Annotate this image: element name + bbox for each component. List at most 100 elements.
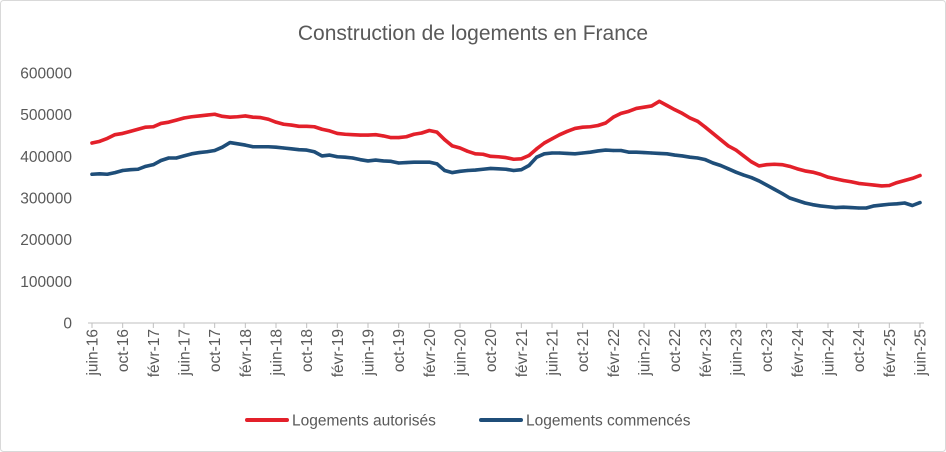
y-tick-label: 0 [63, 316, 72, 333]
x-tick-label: juin-24 [820, 329, 837, 377]
data-point [588, 150, 592, 154]
data-point [558, 151, 562, 155]
data-point [420, 160, 424, 164]
data-point [496, 167, 500, 171]
data-point [105, 136, 109, 141]
data-point [236, 142, 240, 146]
data-point [880, 203, 884, 207]
data-point [489, 166, 493, 171]
data-point [305, 124, 309, 128]
x-tick-label: juin-25 [912, 329, 929, 377]
x-tick-label: juin-18 [268, 329, 285, 377]
chart-title: Construction de logements en France [298, 22, 648, 45]
data-point [197, 114, 201, 118]
data-point [266, 145, 270, 149]
data-point [604, 121, 608, 125]
data-point [259, 115, 263, 120]
data-point [343, 155, 347, 159]
data-point [473, 152, 477, 156]
data-point [343, 132, 347, 136]
x-tick-label: févr-19 [330, 329, 347, 377]
data-point [688, 116, 692, 120]
data-point [351, 133, 355, 137]
data-point [266, 117, 270, 121]
data-point [358, 158, 362, 162]
data-point [650, 151, 654, 155]
data-point [205, 150, 209, 154]
data-point [788, 196, 792, 200]
data-point [404, 135, 408, 139]
data-point [489, 154, 493, 158]
data-point [680, 111, 684, 116]
data-point [895, 202, 899, 206]
x-tick-label: févr-24 [790, 329, 807, 378]
data-point [696, 156, 700, 160]
data-point [435, 130, 439, 134]
data-point [749, 160, 753, 164]
data-point [366, 133, 370, 137]
data-point [374, 158, 378, 162]
data-point [527, 153, 531, 158]
x-tick-label: juin-16 [84, 329, 101, 377]
data-point [619, 148, 623, 153]
data-point [335, 131, 339, 136]
data-point [220, 114, 224, 118]
series-logements-commences [90, 140, 922, 210]
data-point [642, 150, 646, 155]
data-point [918, 173, 922, 178]
data-point [412, 160, 416, 164]
data-point [90, 141, 94, 145]
x-axis: juin-16 oct-16 févr-17 juin-17 oct-17 févr-18… [84, 322, 929, 378]
data-point [404, 160, 408, 165]
legend-label: Logements autorisés [292, 413, 436, 430]
data-point [167, 156, 171, 160]
data-point [312, 150, 316, 154]
data-point [274, 145, 278, 149]
data-point [136, 167, 140, 171]
data-point [481, 152, 485, 156]
data-point [174, 156, 178, 160]
y-axis: 0 100000 200000 300000 400000 500000 600000 [20, 66, 72, 333]
data-point [542, 152, 546, 156]
data-point [657, 151, 661, 156]
data-point [182, 116, 186, 120]
data-point [105, 172, 109, 176]
data-point [427, 128, 431, 133]
y-tick-label: 400000 [20, 149, 72, 166]
data-point [297, 148, 301, 152]
data-point [98, 172, 102, 176]
data-point [826, 205, 830, 209]
data-point [282, 146, 286, 150]
data-point [320, 127, 324, 131]
legend-label: Logements commencés [526, 413, 691, 430]
x-tick-label: févr-20 [422, 329, 439, 378]
x-tick-label: févr-23 [698, 329, 715, 377]
data-point [849, 205, 853, 210]
data-point [236, 115, 240, 119]
data-point [151, 163, 155, 167]
data-point [696, 119, 700, 123]
data-point [864, 206, 868, 210]
data-point [251, 145, 255, 149]
data-point [665, 152, 669, 156]
y-tick-label: 500000 [20, 107, 72, 124]
data-point [458, 146, 462, 150]
data-point [887, 202, 891, 206]
data-point [627, 109, 631, 113]
legend-entry-autorises: Logements autorisés [245, 413, 436, 430]
y-tick-label: 200000 [20, 232, 72, 249]
x-tick-label: juin-23 [728, 329, 745, 377]
data-point [190, 115, 194, 119]
data-point [512, 168, 516, 173]
data-point [772, 187, 776, 191]
data-point [121, 131, 125, 136]
data-point [765, 163, 769, 167]
data-point [581, 125, 585, 129]
data-point [121, 168, 125, 173]
data-point [328, 153, 332, 157]
x-tick-label: févr-18 [238, 329, 255, 377]
data-point [366, 159, 370, 163]
data-point [550, 137, 554, 141]
data-point [588, 125, 592, 129]
data-point [282, 122, 286, 126]
